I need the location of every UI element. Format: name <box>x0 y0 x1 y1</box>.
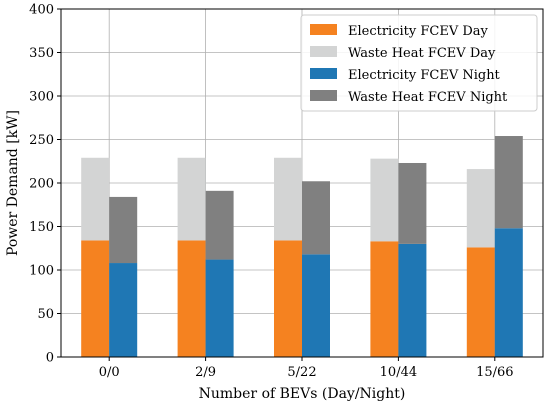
bar-segment <box>274 157 302 241</box>
y-tick-label: 400 <box>29 3 54 18</box>
x-axis: 0/0 2/9 5/22 10/44 15/66 <box>99 357 514 380</box>
x-tick-label: 2/9 <box>195 365 216 380</box>
bars <box>81 136 523 357</box>
legend-label: Electricity FCEV Day <box>348 24 489 39</box>
bar-segment <box>302 254 330 357</box>
legend: Electricity FCEV Day Waste Heat FCEV Day E… <box>300 14 538 112</box>
bar-segment <box>81 240 110 357</box>
bar-segment <box>466 247 495 357</box>
y-tick-label: 50 <box>37 307 54 322</box>
y-tick-label: 100 <box>29 264 54 279</box>
y-tick-label: 200 <box>29 177 54 192</box>
bar-segment <box>177 240 206 357</box>
x-tick-label: 0/0 <box>99 365 120 380</box>
bar-segment <box>205 190 234 260</box>
legend-label: Electricity FCEV Night <box>348 68 501 83</box>
legend-swatch <box>310 24 337 35</box>
x-tick-label: 15/66 <box>476 365 513 380</box>
y-axis: 0 50 100 150 200 250 300 350 400 <box>29 3 61 366</box>
bar-segment <box>494 136 523 229</box>
bar-segment <box>177 157 206 241</box>
bar-segment <box>81 157 110 241</box>
legend-label: Waste Heat FCEV Day <box>348 46 496 61</box>
bar-segment <box>109 196 138 264</box>
y-tick-label: 150 <box>29 220 54 235</box>
bar-segment <box>370 158 399 242</box>
bar-segment <box>370 241 399 357</box>
legend-box <box>300 14 538 112</box>
bar-segment <box>466 169 495 248</box>
x-tick-label: 10/44 <box>380 365 417 380</box>
x-axis-title: Number of BEVs (Day/Night) <box>199 386 406 402</box>
x-tick-label: 5/22 <box>287 365 316 380</box>
bar-segment <box>109 263 138 357</box>
y-axis-title: Power Demand [kW] <box>5 110 21 256</box>
legend-swatch <box>310 68 337 79</box>
legend-swatch <box>310 90 337 101</box>
bar-segment <box>205 259 234 357</box>
y-tick-label: 0 <box>46 351 54 366</box>
bar-segment <box>274 240 302 357</box>
bar-segment <box>494 228 523 357</box>
bar-segment <box>302 181 330 255</box>
y-tick-label: 250 <box>29 133 54 148</box>
y-tick-label: 300 <box>29 90 54 105</box>
legend-swatch <box>310 46 337 57</box>
bar-segment <box>398 162 427 244</box>
bar-segment <box>398 243 427 357</box>
legend-label: Waste Heat FCEV Night <box>348 90 508 105</box>
y-tick-label: 350 <box>29 46 54 61</box>
